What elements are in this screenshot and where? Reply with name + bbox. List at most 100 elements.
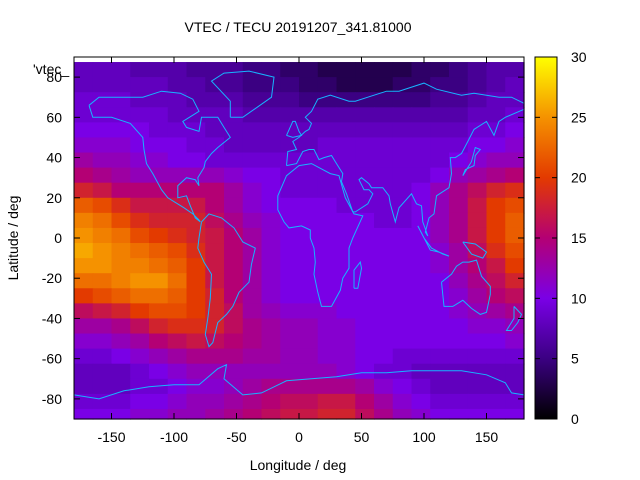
heatmap-cell (149, 227, 169, 244)
heatmap-cell (186, 363, 206, 380)
heatmap-cell (205, 212, 225, 229)
heatmap-cell (205, 303, 225, 320)
heatmap-cell (167, 333, 188, 350)
heatmap-cell (486, 167, 506, 184)
heatmap-cell (224, 303, 244, 320)
heatmap-cell (505, 258, 525, 274)
heatmap-cell (355, 227, 375, 244)
heatmap-cell (205, 393, 225, 410)
heatmap-cell (411, 258, 431, 274)
heatmap-cell (336, 62, 356, 78)
heatmap-cell (336, 333, 356, 350)
heatmap-cell (224, 92, 244, 108)
heatmap-cell (505, 227, 525, 244)
heatmap-cell (261, 273, 281, 289)
heatmap-cell (355, 303, 375, 320)
heatmap-cell (430, 137, 450, 154)
heatmap-cell (355, 77, 375, 93)
heatmap-cell (486, 62, 506, 78)
heatmap-cell (224, 197, 244, 214)
heatmap-cell (280, 137, 300, 154)
heatmap-cell (374, 212, 394, 229)
heatmap-cell (242, 333, 263, 350)
heatmap-cell (224, 212, 244, 229)
heatmap-cell (505, 363, 525, 380)
heatmap-cell (74, 122, 94, 139)
heatmap-cell (317, 363, 338, 380)
heatmap-cell (411, 303, 431, 320)
heatmap-cell (392, 107, 413, 123)
heatmap-cell (336, 107, 356, 123)
heatmap-cell (317, 408, 338, 420)
heatmap-cell (374, 273, 394, 289)
heatmap-cell (74, 318, 94, 335)
heatmap-cell (430, 408, 450, 420)
heatmap-cell (467, 258, 488, 274)
heatmap-cell (224, 167, 244, 184)
heatmap-cell (430, 197, 450, 214)
heatmap-cell (280, 348, 300, 365)
heatmap-cell (149, 167, 169, 184)
heatmap-cell (242, 167, 263, 184)
heatmap-cell (74, 288, 94, 304)
heatmap-cell (486, 333, 506, 350)
heatmap-cell (299, 92, 319, 108)
heatmap-cell (149, 122, 169, 139)
heatmap-cell (467, 378, 488, 395)
heatmap-cell (149, 212, 169, 229)
heatmap-cell (392, 167, 413, 184)
heatmap-cell (130, 227, 150, 244)
heatmap-cell (355, 363, 375, 380)
heatmap-cell (317, 212, 338, 229)
heatmap-cell (130, 107, 150, 123)
heatmap-cell (186, 152, 206, 169)
heatmap-cell (242, 227, 263, 244)
heatmap-cell (242, 92, 263, 108)
heatmap-cell (392, 273, 413, 289)
heatmap-cell (392, 288, 413, 304)
heatmap-cell (299, 167, 319, 184)
heatmap-cell (430, 348, 450, 365)
heatmap-cell (205, 197, 225, 214)
heatmap-cell (411, 137, 431, 154)
heatmap-cell (299, 77, 319, 93)
colorbar-tick-label: 0 (571, 411, 579, 427)
heatmap-cell (149, 152, 169, 169)
heatmap-cell (355, 348, 375, 365)
heatmap-cell (111, 122, 131, 139)
heatmap-cell (280, 408, 300, 420)
heatmap-cell (430, 92, 450, 108)
heatmap-cell (242, 77, 263, 93)
heatmap-cell (486, 197, 506, 214)
heatmap-cell (486, 303, 506, 320)
heatmap-cell (486, 288, 506, 304)
y-tick-label: 20 (46, 190, 62, 206)
heatmap-cell (317, 122, 338, 139)
heatmap-cell (299, 182, 319, 199)
heatmap-cell (242, 363, 263, 380)
heatmap-cell (205, 408, 225, 420)
heatmap-cell (92, 167, 113, 184)
heatmap-cell (111, 363, 131, 380)
heatmap-cell (130, 212, 150, 229)
heatmap-cell (317, 318, 338, 335)
heatmap-cell (205, 318, 225, 335)
heatmap-cell (317, 137, 338, 154)
heatmap-cell (111, 408, 131, 420)
heatmap-cell (374, 62, 394, 78)
heatmap-cell (392, 227, 413, 244)
heatmap-cell (374, 408, 394, 420)
heatmap-cell (392, 182, 413, 199)
heatmap-cell (205, 288, 225, 304)
heatmap-cell (430, 182, 450, 199)
heatmap-cell (486, 107, 506, 123)
heatmap-cell (205, 92, 225, 108)
heatmap-cell (186, 393, 206, 410)
heatmap-cell (411, 363, 431, 380)
heatmap-cell (505, 182, 525, 199)
heatmap-cell (467, 333, 488, 350)
heatmap-cell (242, 378, 263, 395)
x-tick-label: 0 (295, 429, 303, 445)
heatmap-cell (261, 227, 281, 244)
heatmap-cell (449, 348, 469, 365)
